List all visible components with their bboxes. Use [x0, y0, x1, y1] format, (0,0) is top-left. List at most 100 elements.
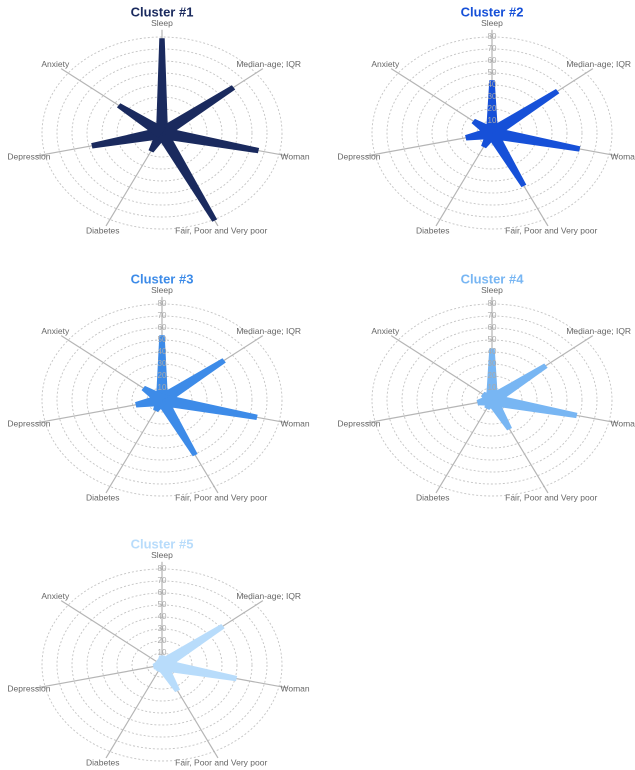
grid-ring	[41, 568, 283, 762]
axis-label: Median-age; IQR	[566, 59, 631, 69]
spoke-bar	[486, 348, 498, 400]
axis-label: Fair, Poor and Very poor	[175, 493, 267, 503]
tick-label: 60	[488, 56, 497, 65]
grid-ring	[101, 84, 223, 182]
grid-ring	[131, 108, 193, 158]
axis-label: Sleep	[151, 18, 173, 28]
tick-label: 60	[158, 588, 167, 597]
axis-spoke	[366, 399, 493, 424]
axis-label: Median-age; IQR	[566, 326, 631, 336]
grid-ring	[431, 351, 553, 449]
grid-ring	[131, 375, 193, 425]
grid-ring	[431, 84, 553, 182]
axis-label: Sleep	[481, 18, 503, 28]
axis-label: Fair, Poor and Very poor	[505, 493, 597, 503]
tick-label: 10	[488, 383, 497, 392]
axis-label: Woman	[281, 152, 310, 162]
grid-ring	[86, 604, 238, 726]
radar-chart: Sleep Median-age; IQR Woman Fair, Poor and …	[337, 271, 635, 502]
chart-title: Cluster #4	[461, 271, 525, 286]
grid-ring	[56, 580, 268, 750]
tick-label: 10	[158, 383, 167, 392]
grid-ring	[401, 327, 583, 473]
tick-label: 50	[488, 335, 497, 344]
spoke-bar	[160, 127, 260, 154]
axis-label: Diabetes	[86, 493, 120, 503]
grid-ring	[71, 60, 253, 206]
grid-ring	[461, 375, 523, 425]
tick-label: 70	[488, 311, 497, 320]
tick-label: 10	[158, 648, 167, 657]
spoke-bar	[158, 85, 236, 138]
axis-label: Sleep	[481, 285, 503, 295]
tick-label: 50	[488, 68, 497, 77]
axis-spoke	[105, 664, 163, 759]
chart-title: Cluster #1	[131, 4, 194, 19]
axis-label: Diabetes	[416, 226, 450, 236]
spoke-bar	[116, 103, 166, 138]
spoke-bar	[148, 130, 168, 153]
axis-spoke	[36, 664, 163, 689]
axis-label: Anxiety	[41, 326, 70, 336]
axis-spoke	[435, 132, 493, 227]
tick-label: 20	[158, 636, 167, 645]
spoke-bar	[154, 659, 166, 670]
tick-label: 60	[488, 323, 497, 332]
tick-label: 50	[158, 335, 167, 344]
grid-ring	[86, 72, 238, 194]
spoke-bar	[490, 394, 578, 419]
axis-label: Woman	[281, 684, 310, 694]
spoke-bar	[486, 130, 527, 188]
spoke-bar	[160, 394, 258, 420]
grid-ring	[131, 640, 193, 690]
tick-label: 60	[158, 323, 167, 332]
tick-label: 40	[158, 347, 167, 356]
axis-label: Anxiety	[371, 59, 400, 69]
grid-ring	[401, 60, 583, 206]
radar-chart: Sleep Median-age; IQR Woman Fair, Poor and …	[337, 4, 635, 235]
axis-label: Diabetes	[86, 226, 120, 236]
grid-ring	[116, 96, 208, 170]
tick-label: 80	[158, 299, 167, 308]
grid-ring	[86, 339, 238, 461]
tick-label: 80	[158, 564, 167, 573]
grid-ring	[461, 108, 523, 158]
grid-ring	[116, 363, 208, 437]
axis-label: Depression	[7, 419, 50, 429]
spoke-bar	[486, 80, 498, 133]
radar-chart: Sleep Median-age; IQR Woman Fair, Poor and …	[7, 536, 309, 767]
tick-label: 10	[488, 116, 497, 125]
radar-chart: Sleep Median-age; IQR Woman Fair, Poor and …	[7, 271, 309, 502]
tick-label: 20	[488, 104, 497, 113]
tick-label: 40	[488, 347, 497, 356]
axis-label: Median-age; IQR	[236, 326, 301, 336]
grid-ring	[416, 72, 568, 194]
spoke-bar	[158, 623, 225, 670]
grid-ring	[101, 616, 223, 714]
axis-label: Woman	[611, 152, 635, 162]
axis-label: Diabetes	[416, 493, 450, 503]
axis-label: Fair, Poor and Very poor	[505, 226, 597, 236]
spoke-bar	[156, 38, 168, 134]
axis-spoke	[60, 600, 163, 666]
grid-ring	[101, 351, 223, 449]
axis-label: Sleep	[151, 550, 173, 560]
spoke-bar	[156, 130, 218, 222]
axis-label: Woman	[281, 419, 310, 429]
tick-label: 80	[488, 299, 497, 308]
tick-label: 20	[488, 371, 497, 380]
axis-label: Depression	[7, 152, 50, 162]
tick-label: 40	[158, 612, 167, 621]
axis-label: Depression	[337, 152, 380, 162]
axis-label: Depression	[7, 684, 50, 694]
chart-title: Cluster #3	[131, 271, 194, 286]
axis-label: Fair, Poor and Very poor	[175, 226, 267, 236]
radar-chart: Sleep Median-age; IQR Woman Fair, Poor and …	[7, 4, 309, 235]
grid-ring	[71, 592, 253, 738]
axis-spoke	[105, 399, 163, 494]
axis-label: Median-age; IQR	[236, 591, 301, 601]
chart-title: Cluster #5	[131, 536, 194, 551]
tick-label: 50	[158, 600, 167, 609]
tick-label: 20	[158, 371, 167, 380]
tick-label: 70	[158, 576, 167, 585]
